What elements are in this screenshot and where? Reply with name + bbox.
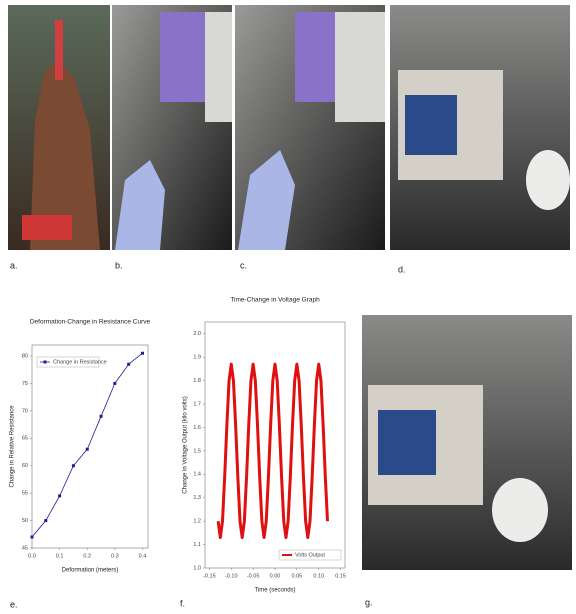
plot-area [31, 344, 149, 549]
panel-label: a. [10, 260, 18, 270]
data-point [30, 535, 34, 539]
legend-label: Volts Output [295, 552, 325, 558]
x-tick-label: -0.05 [247, 573, 260, 579]
photo-d [390, 5, 570, 250]
photo-g [362, 315, 572, 570]
panel-label: g. [365, 597, 373, 607]
legend-box [278, 549, 342, 561]
panel-label: d. [398, 264, 406, 274]
x-tick-label: 0.10 [313, 573, 324, 579]
data-point [113, 381, 117, 385]
panel-label: e. [10, 599, 18, 609]
x-tick-label: 0.0 [28, 553, 36, 559]
y-tick-label: 1.2 [193, 519, 201, 525]
data-point [140, 351, 144, 355]
panel-label: f. [180, 598, 185, 608]
data-point [71, 464, 75, 468]
photo-a [8, 5, 110, 250]
y-tick-label: 55 [22, 491, 28, 497]
data-point [44, 519, 48, 523]
y-tick-label: 2.0 [193, 331, 201, 337]
y-tick-label: 50 [22, 518, 28, 524]
x-tick-label: 0.15 [335, 573, 346, 579]
y-axis-label: Change in Relative Resistance [10, 405, 16, 488]
chart-title: Deformation-Change in Resistance Curve [30, 319, 151, 326]
data-point [85, 447, 89, 451]
y-tick-label: 1.1 [193, 542, 201, 548]
y-tick-label: 1.0 [193, 565, 201, 571]
x-tick-label: 0.00 [270, 573, 281, 579]
data-point [127, 362, 131, 366]
data-point [58, 494, 62, 498]
photo-b [112, 5, 232, 250]
y-tick-label: 1.6 [193, 425, 201, 431]
legend-marker [43, 360, 47, 364]
y-tick-label: 60 [22, 463, 28, 469]
y-tick-label: 1.7 [193, 401, 201, 407]
y-tick-label: 75 [22, 381, 28, 387]
x-tick-label: -0.10 [225, 573, 238, 579]
legend-box [36, 356, 100, 368]
photo-c [235, 5, 385, 250]
panel-label: c. [240, 260, 247, 270]
x-tick-label: 0.2 [83, 553, 91, 559]
y-tick-label: 1.9 [193, 355, 201, 361]
panel-label: b. [115, 260, 123, 270]
data-point [99, 414, 103, 418]
x-axis-label: Time (seconds) [254, 588, 295, 594]
x-tick-label: 0.3 [111, 553, 119, 559]
y-tick-label: 1.8 [193, 378, 201, 384]
legend-label: Change in Resistance [53, 359, 107, 365]
y-tick-label: 65 [22, 436, 28, 442]
y-tick-label: 1.5 [193, 448, 201, 454]
y-tick-label: 80 [22, 353, 28, 359]
x-axis-label: Deformation (meters) [62, 568, 119, 574]
y-tick-label: 70 [22, 408, 28, 414]
chart-title: Time-Change in Voltage Graph [230, 297, 320, 304]
data-line [216, 362, 329, 540]
y-tick-label: 45 [22, 545, 28, 551]
y-tick-label: 1.3 [193, 495, 201, 501]
x-tick-label: -0.15 [203, 573, 216, 579]
x-tick-label: 0.1 [56, 553, 64, 559]
y-axis-label: Change in Voltage Output (kilo volts) [183, 396, 189, 493]
x-tick-label: 0.4 [139, 553, 147, 559]
y-tick-label: 1.4 [193, 472, 201, 478]
x-tick-label: 0.05 [292, 573, 303, 579]
